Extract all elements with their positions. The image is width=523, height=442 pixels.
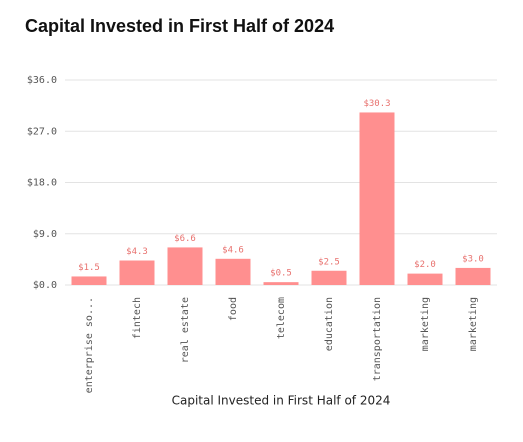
value-label: $0.5 — [270, 269, 292, 279]
bar — [263, 282, 299, 285]
value-label: $3.0 — [462, 254, 484, 264]
bar — [311, 270, 347, 285]
y-tick-label: $0.0 — [33, 280, 57, 291]
y-tick-label: $36.0 — [27, 75, 57, 86]
bar — [119, 260, 155, 285]
x-tick-label: marketing — [468, 297, 479, 351]
x-tick-label: food — [228, 297, 239, 321]
x-tick-label: education — [324, 297, 335, 351]
bar — [71, 276, 107, 285]
bar — [359, 112, 395, 285]
y-tick-label: $9.0 — [33, 229, 57, 240]
y-tick-label: $18.0 — [27, 178, 57, 189]
bar — [407, 273, 443, 285]
value-label: $6.6 — [174, 234, 196, 244]
value-label: $30.3 — [363, 99, 390, 109]
chart-title: Capital Invested in First Half of 2024 — [25, 16, 334, 36]
value-label: $1.5 — [78, 263, 100, 273]
y-tick-label: $27.0 — [27, 126, 57, 137]
value-label: $4.3 — [126, 247, 148, 257]
x-tick-label: real estate — [180, 297, 191, 363]
bar — [167, 247, 203, 285]
value-label: $4.6 — [222, 245, 244, 255]
bar — [455, 267, 491, 285]
x-tick-label: fintech — [132, 297, 143, 339]
x-tick-label: marketing — [420, 297, 431, 351]
value-label: $2.5 — [318, 257, 340, 267]
x-tick-label: telecom — [276, 297, 287, 339]
x-tick-label: enterprise so... — [84, 297, 95, 393]
x-axis-label: Capital Invested in First Half of 2024 — [172, 394, 391, 408]
bar — [215, 258, 251, 285]
x-tick-label: transportation — [372, 297, 383, 381]
value-label: $2.0 — [414, 260, 436, 270]
